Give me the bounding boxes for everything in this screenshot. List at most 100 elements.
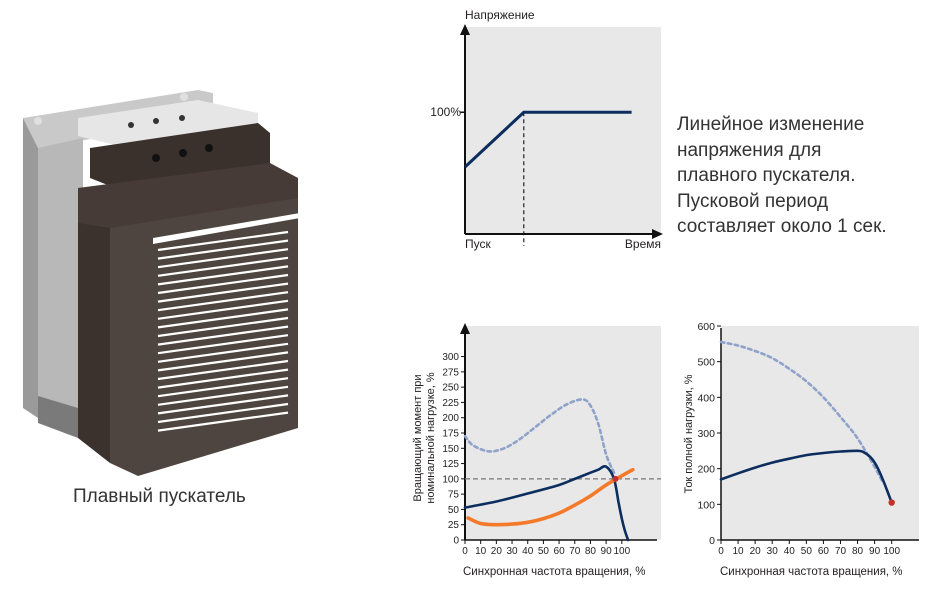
plot-area bbox=[465, 326, 661, 540]
description-text: Линейное изменение напряжения для плавно… bbox=[677, 112, 917, 240]
y-tick-label: 200 bbox=[697, 464, 715, 476]
y-tick-label: 125 bbox=[442, 459, 459, 470]
vent-slat bbox=[157, 377, 289, 398]
description-line: составляет около 1 сек. bbox=[677, 216, 887, 237]
device-top-block bbox=[78, 100, 258, 148]
y-tick-label: 275 bbox=[442, 367, 459, 378]
vent-slat bbox=[157, 411, 289, 432]
vent-slat bbox=[157, 291, 289, 312]
vent-slat bbox=[157, 256, 289, 277]
plot-area bbox=[721, 326, 919, 540]
y-tick-label: 100 bbox=[697, 499, 715, 511]
description-line: Пусковой период bbox=[677, 190, 829, 212]
plot-area bbox=[465, 27, 661, 234]
y-tick-label: 150 bbox=[442, 444, 459, 455]
device-front-body bbox=[110, 198, 298, 476]
vent-slat bbox=[157, 308, 289, 329]
x-tick-label: 0 bbox=[462, 546, 468, 557]
y-tick-label: 500 bbox=[697, 357, 715, 369]
vent-slat bbox=[157, 316, 289, 338]
description-line: плавного пускателя. bbox=[677, 165, 856, 186]
y-tick-label: 0 bbox=[709, 535, 715, 547]
screw-icon bbox=[180, 93, 188, 101]
voltage-line bbox=[463, 110, 632, 169]
torque-chart: Вращающий момент приноминальной нагрузке… bbox=[412, 323, 661, 578]
y-tick-label: 300 bbox=[442, 352, 459, 363]
terminal-icon bbox=[153, 118, 159, 124]
y-tick-label: 100% bbox=[430, 105, 461, 119]
x-tick-label: 60 bbox=[818, 546, 830, 557]
device-side-frame bbox=[23, 118, 38, 418]
vent-slat bbox=[157, 394, 289, 415]
x-tick-label: 50 bbox=[801, 546, 813, 557]
x-tick-label: 60 bbox=[554, 546, 566, 557]
x-tick-label: 80 bbox=[852, 546, 864, 557]
y-tick-label: 25 bbox=[448, 520, 460, 531]
y-axis-label-line1: Вращающий момент приноминальной нагрузке… bbox=[412, 372, 437, 504]
torque-curve-dashed-lightblue bbox=[463, 398, 616, 474]
vent-slat bbox=[157, 265, 289, 286]
voltage-ramp-chart: Напряжение 100% Пуск Время bbox=[430, 8, 663, 251]
y-axis-label: Напряжение bbox=[465, 8, 535, 22]
vent-slat bbox=[157, 368, 289, 389]
y-axis-arrow-icon bbox=[460, 323, 470, 334]
y-axis-label: Ток полной нагрузки, % bbox=[683, 374, 695, 493]
vent-slat bbox=[157, 402, 289, 424]
vent-slat bbox=[157, 239, 289, 260]
soft-starter-illustration bbox=[23, 90, 300, 476]
x-tick-label: 20 bbox=[750, 546, 762, 557]
description-line: Линейное изменение bbox=[677, 114, 865, 135]
vent-slat bbox=[157, 273, 289, 295]
device-left-panel bbox=[38, 138, 83, 423]
vent-slat bbox=[157, 334, 289, 355]
y-tick-label: 175 bbox=[442, 429, 459, 440]
vent-slat bbox=[157, 385, 289, 406]
terminal-icon bbox=[152, 154, 160, 162]
vent-slat bbox=[157, 342, 289, 363]
x-tick-label: 50 bbox=[538, 546, 550, 557]
vent-slat bbox=[157, 230, 289, 252]
y-tick-label: 200 bbox=[442, 413, 459, 424]
x-tick-label: 30 bbox=[506, 546, 518, 557]
vent-slat bbox=[157, 299, 289, 320]
current-chart: Ток полной нагрузки, % Синхронная частот… bbox=[683, 322, 919, 578]
device-caption: Плавный пускатель bbox=[73, 486, 246, 507]
x-tick-label-start: Пуск bbox=[465, 237, 491, 251]
current-curve-dashed-lightblue bbox=[719, 340, 885, 485]
y-tick-label: 75 bbox=[448, 490, 460, 501]
y-tick-label: 50 bbox=[448, 505, 460, 516]
x-axis-arrow-icon bbox=[652, 229, 663, 239]
x-tick-label: 20 bbox=[491, 546, 503, 557]
x-axis-label: Синхронная частота вращения, % bbox=[463, 566, 646, 578]
x-tick-label: 10 bbox=[733, 546, 745, 557]
vent-slat bbox=[157, 282, 289, 303]
y-tick-label: 600 bbox=[697, 322, 715, 333]
x-tick-label: 40 bbox=[784, 546, 796, 557]
terminal-icon bbox=[128, 122, 134, 128]
vent-slats bbox=[157, 230, 289, 432]
device-side-body bbox=[78, 223, 110, 463]
operating-point bbox=[612, 475, 619, 482]
screw-icon bbox=[34, 117, 42, 125]
x-tick-label: 40 bbox=[522, 546, 534, 557]
terminal-icon bbox=[205, 144, 213, 152]
terminal-icon bbox=[179, 149, 187, 157]
x-axis-label: Синхронная частота вращения, % bbox=[720, 566, 903, 578]
end-point bbox=[888, 499, 895, 506]
x-tick-label: 90 bbox=[869, 546, 881, 557]
vent-slat bbox=[157, 248, 289, 269]
x-tick-label: 100 bbox=[613, 546, 630, 557]
vent-slat bbox=[157, 325, 289, 346]
vent-slat bbox=[157, 351, 289, 372]
description-line: напряжения для bbox=[677, 139, 822, 161]
x-tick-label: 0 bbox=[718, 546, 724, 557]
vent-slat bbox=[157, 359, 289, 381]
x-tick-label: 70 bbox=[569, 546, 581, 557]
y-tick-label: 300 bbox=[697, 428, 715, 440]
y-tick-label: 100 bbox=[442, 474, 459, 485]
x-tick-label: 70 bbox=[835, 546, 847, 557]
device-front-mid bbox=[78, 163, 298, 243]
device-label-strip bbox=[153, 213, 300, 244]
x-tick-label-end: Время bbox=[625, 237, 661, 251]
x-tick-label: 30 bbox=[767, 546, 779, 557]
